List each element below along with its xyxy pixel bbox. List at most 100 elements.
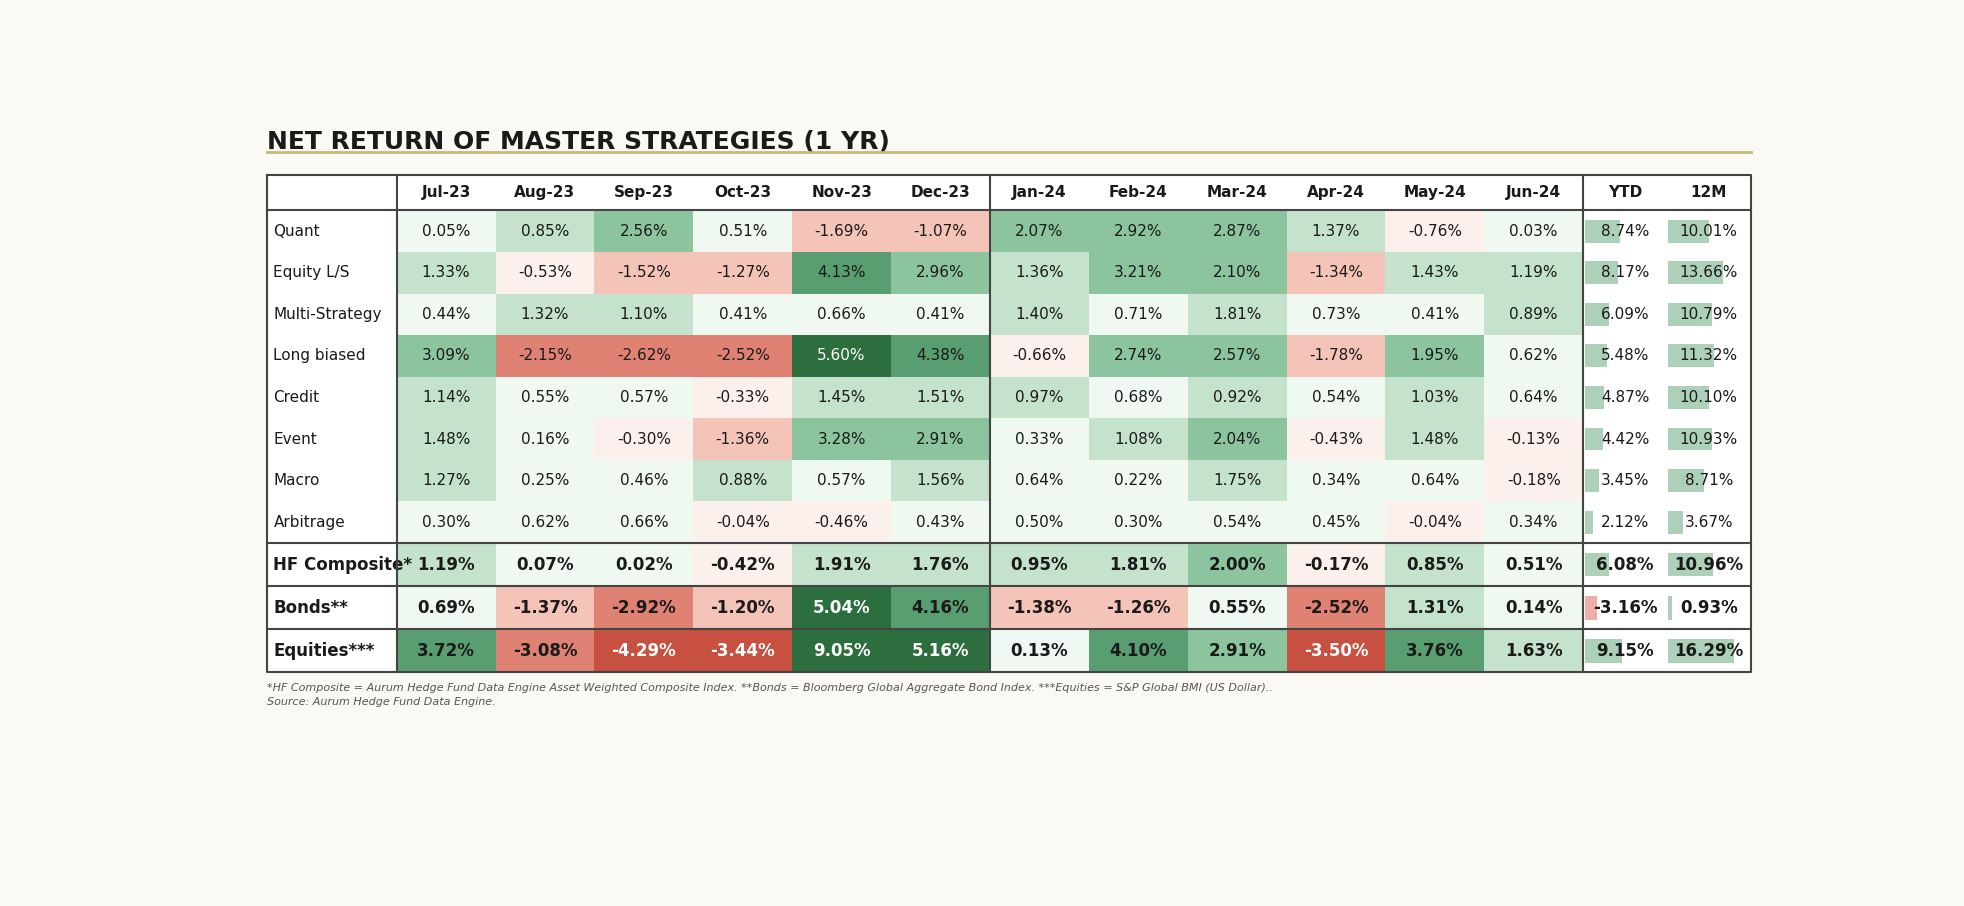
Bar (892, 586, 990, 630)
Bar (495, 419, 595, 460)
Text: Bonds**: Bonds** (273, 599, 348, 617)
Text: 1.40%: 1.40% (1015, 307, 1064, 322)
Bar (1667, 261, 1724, 284)
Text: 2.92%: 2.92% (1114, 224, 1163, 238)
Bar (267, 252, 397, 294)
Text: 0.89%: 0.89% (1510, 307, 1557, 322)
Bar (1583, 630, 1667, 672)
Text: 2.04%: 2.04% (1214, 431, 1261, 447)
Bar (693, 543, 791, 586)
Text: 2.57%: 2.57% (1214, 349, 1261, 363)
Text: 0.55%: 0.55% (520, 390, 570, 405)
Text: 0.66%: 0.66% (619, 515, 668, 530)
Text: 0.07%: 0.07% (517, 555, 573, 573)
Text: 0.71%: 0.71% (1114, 307, 1163, 322)
Bar (495, 252, 595, 294)
Text: 6.08%: 6.08% (1597, 555, 1654, 573)
Bar (791, 586, 892, 630)
Bar (1485, 501, 1583, 543)
Bar (495, 543, 595, 586)
Text: 1.91%: 1.91% (813, 555, 870, 573)
Text: 0.41%: 0.41% (719, 307, 766, 322)
Bar (693, 460, 791, 501)
Text: 1.95%: 1.95% (1410, 349, 1459, 363)
Text: 1.48%: 1.48% (1410, 431, 1459, 447)
Bar (1667, 428, 1713, 450)
Text: 3.72%: 3.72% (416, 641, 475, 660)
Bar (495, 335, 595, 377)
Text: 0.55%: 0.55% (1208, 599, 1267, 617)
Text: 4.42%: 4.42% (1601, 431, 1650, 447)
Text: 1.43%: 1.43% (1410, 265, 1459, 280)
Text: 1.03%: 1.03% (1410, 390, 1459, 405)
Text: 1.33%: 1.33% (422, 265, 469, 280)
Bar (397, 210, 495, 252)
Text: 1.31%: 1.31% (1406, 599, 1463, 617)
Text: 0.16%: 0.16% (520, 431, 570, 447)
Bar (1088, 252, 1188, 294)
Bar (1583, 294, 1667, 335)
Bar (1385, 294, 1485, 335)
Text: 0.73%: 0.73% (1312, 307, 1361, 322)
Bar (1585, 344, 1607, 367)
Text: NET RETURN OF MASTER STRATEGIES (1 YR): NET RETURN OF MASTER STRATEGIES (1 YR) (267, 130, 890, 154)
Bar (267, 419, 397, 460)
Bar (397, 501, 495, 543)
Text: 2.96%: 2.96% (915, 265, 964, 280)
Text: 0.54%: 0.54% (1214, 515, 1261, 530)
Bar (1286, 501, 1385, 543)
Bar (595, 294, 693, 335)
Bar (495, 586, 595, 630)
Text: 10.01%: 10.01% (1679, 224, 1738, 238)
Text: 1.19%: 1.19% (416, 555, 475, 573)
Bar (990, 252, 1088, 294)
Text: 0.44%: 0.44% (422, 307, 469, 322)
Bar (1286, 377, 1385, 419)
Bar (1667, 294, 1750, 335)
Text: 10.10%: 10.10% (1679, 390, 1738, 405)
Bar (1667, 586, 1750, 630)
Bar (1667, 553, 1713, 576)
Bar (990, 419, 1088, 460)
Text: 1.37%: 1.37% (1312, 224, 1361, 238)
Bar (1667, 335, 1750, 377)
Bar (495, 460, 595, 501)
Text: 2.12%: 2.12% (1601, 515, 1650, 530)
Text: Macro: Macro (273, 473, 320, 488)
Text: -0.13%: -0.13% (1506, 431, 1561, 447)
Bar (1385, 630, 1485, 672)
Text: -3.44%: -3.44% (711, 641, 776, 660)
Text: Jun-24: Jun-24 (1506, 185, 1561, 200)
Bar (397, 460, 495, 501)
Text: Equities***: Equities*** (273, 641, 375, 660)
Bar (1286, 252, 1385, 294)
Text: 0.13%: 0.13% (1011, 641, 1068, 660)
Bar (1585, 261, 1618, 284)
Bar (1667, 469, 1703, 492)
Bar (1088, 377, 1188, 419)
Text: 4.10%: 4.10% (1110, 641, 1167, 660)
Bar (1585, 469, 1599, 492)
Bar (1385, 377, 1485, 419)
Bar (1583, 377, 1667, 419)
Bar (1088, 630, 1188, 672)
Bar (1667, 460, 1750, 501)
Text: 0.54%: 0.54% (1312, 390, 1361, 405)
Text: *HF Composite = Aurum Hedge Fund Data Engine Asset Weighted Composite Index. **B: *HF Composite = Aurum Hedge Fund Data En… (267, 683, 1273, 693)
Text: 0.45%: 0.45% (1312, 515, 1361, 530)
Bar (791, 335, 892, 377)
Bar (1088, 419, 1188, 460)
Text: Oct-23: Oct-23 (715, 185, 772, 200)
Bar (1286, 294, 1385, 335)
Bar (1583, 210, 1667, 252)
Text: -3.16%: -3.16% (1593, 599, 1658, 617)
Bar (1585, 303, 1609, 326)
Bar (693, 252, 791, 294)
Text: 4.38%: 4.38% (915, 349, 964, 363)
Bar (267, 294, 397, 335)
Text: 10.93%: 10.93% (1679, 431, 1738, 447)
Text: 1.48%: 1.48% (422, 431, 469, 447)
Bar (990, 586, 1088, 630)
Text: -0.33%: -0.33% (715, 390, 770, 405)
Text: Event: Event (273, 431, 316, 447)
